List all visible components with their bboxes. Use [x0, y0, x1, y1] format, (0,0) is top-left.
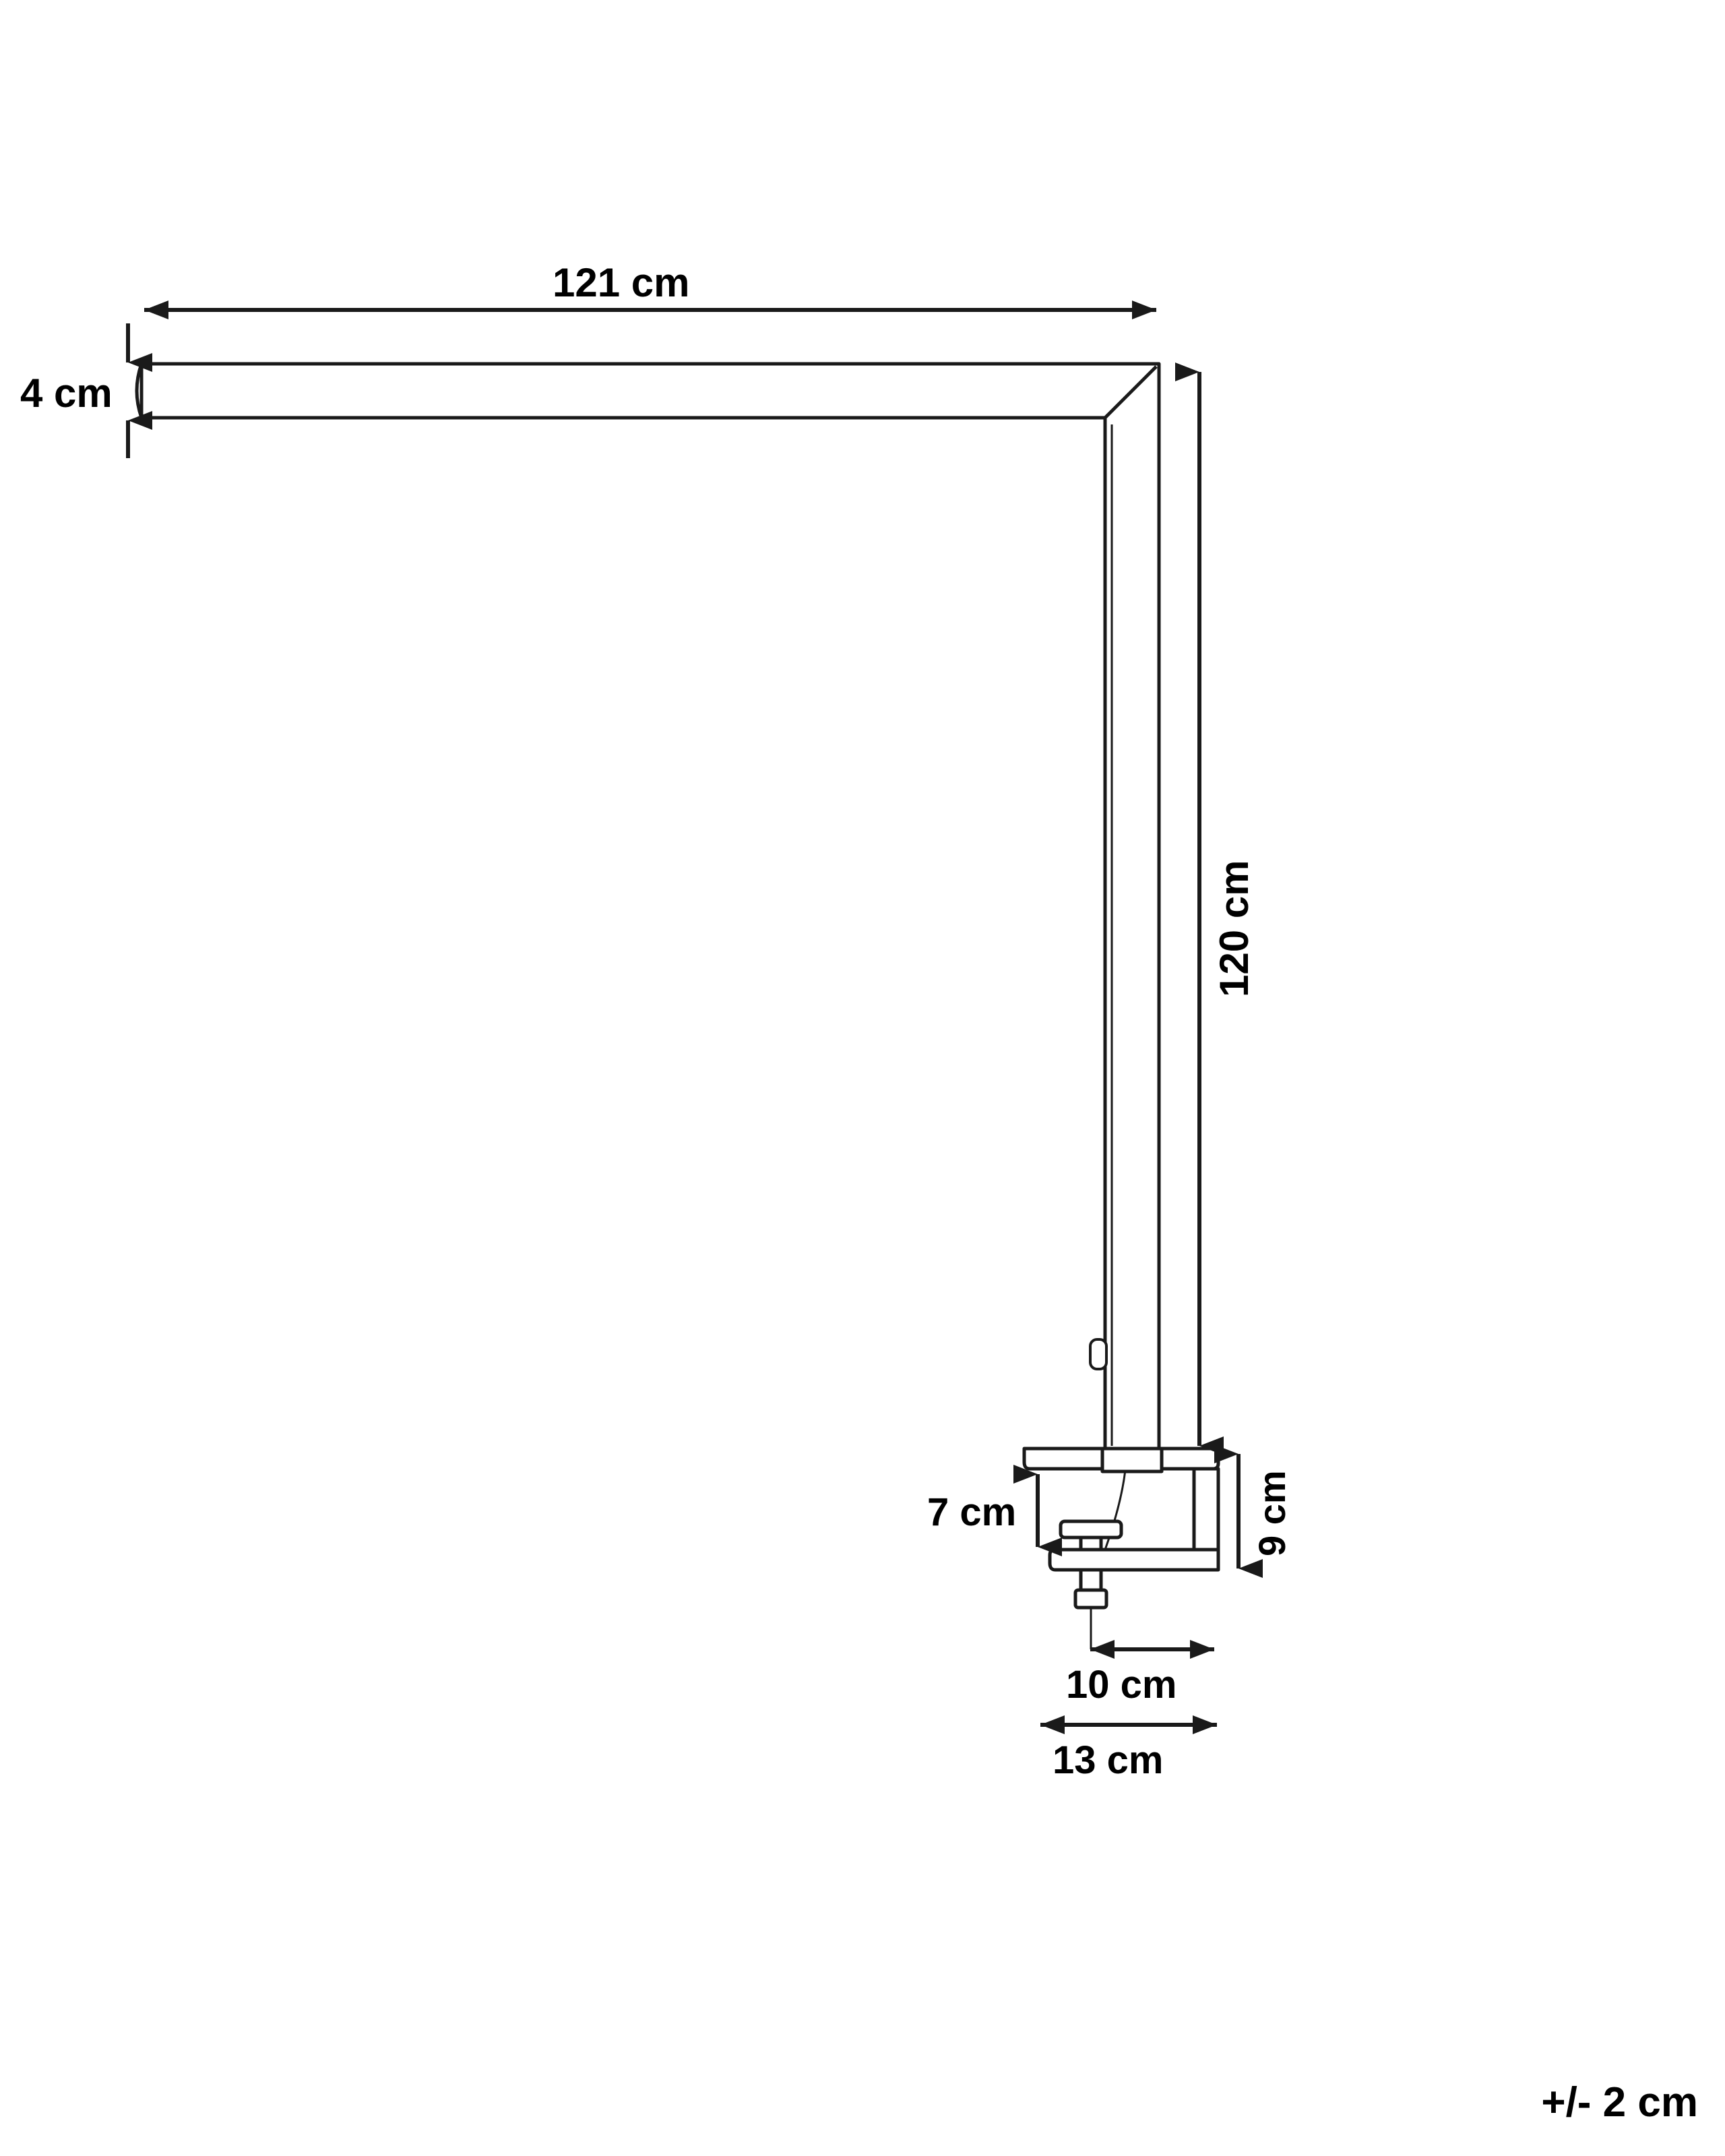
drawing-canvas: 121 cm 4 cm 120 cm 9 cm 7 cm 10 cm 13 cm… — [0, 0, 1725, 2156]
lamp-outline — [137, 364, 1159, 1449]
lamp-switch-icon — [1090, 1339, 1106, 1369]
label-width-top: 121 cm — [553, 263, 690, 303]
clamp — [1024, 1449, 1218, 1608]
label-top-plate-w: 13 cm — [1053, 1741, 1163, 1780]
label-arm-thickness: 4 cm — [20, 373, 113, 414]
lamp-dimension-drawing — [0, 0, 1725, 2156]
label-clamp-height: 9 cm — [1253, 1470, 1291, 1556]
dimension-arrows — [128, 310, 1238, 1725]
label-height-right: 120 cm — [1214, 860, 1255, 998]
label-clamp-gap: 7 cm — [927, 1493, 1016, 1532]
label-tolerance: +/- 2 cm — [1541, 2082, 1698, 2124]
label-bottom-plate-w: 10 cm — [1066, 1666, 1177, 1705]
